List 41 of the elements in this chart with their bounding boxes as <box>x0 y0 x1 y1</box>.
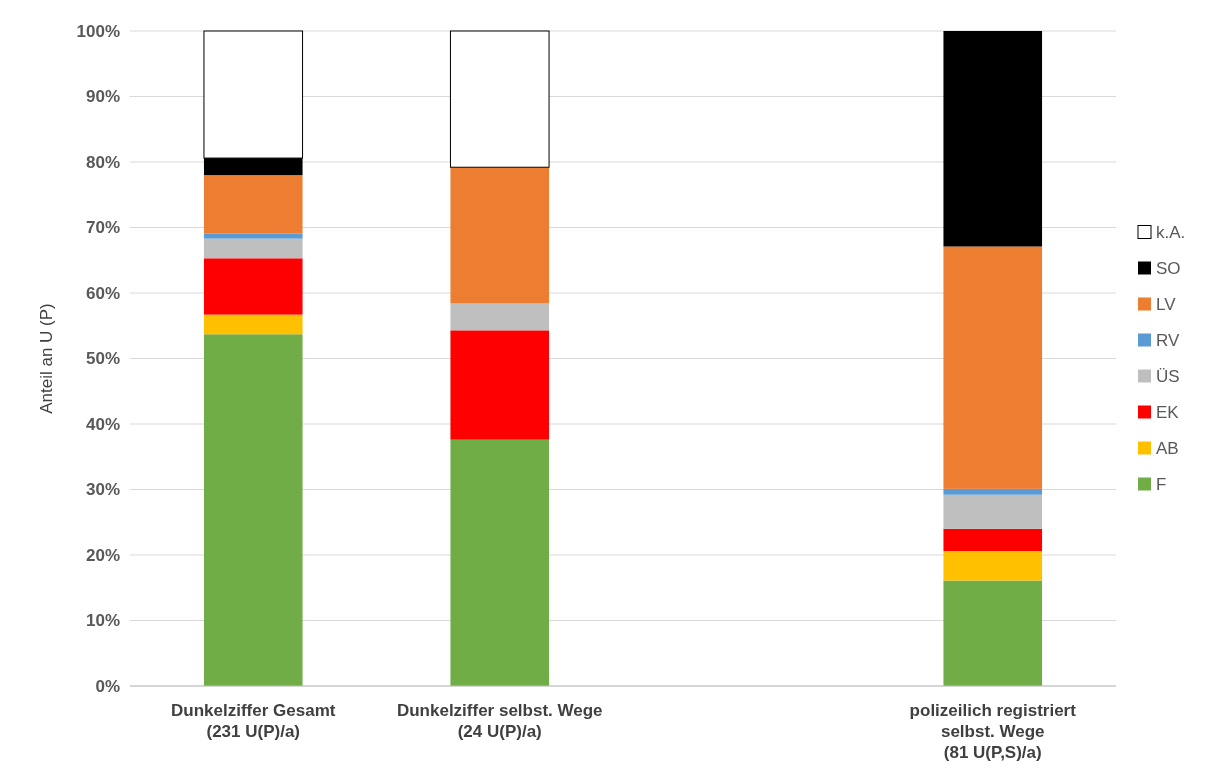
legend-label: k.A. <box>1156 223 1186 243</box>
bar <box>203 233 303 239</box>
legend-label: F <box>1156 475 1167 495</box>
bar <box>450 330 550 440</box>
bar <box>943 31 1043 247</box>
bar <box>450 439 550 686</box>
bar <box>203 334 303 686</box>
legend-label: EK <box>1156 403 1180 423</box>
bar <box>943 494 1043 529</box>
legend-label: RV <box>1156 331 1180 351</box>
y-axis-title: Anteil an U (P) <box>37 303 56 414</box>
bar <box>203 314 303 335</box>
x-tick-label: polizeilich registriert selbst. Wege (81 U(P,S)/a) <box>909 701 1077 762</box>
y-tick-label: 10% <box>85 611 120 631</box>
y-tick-label: 70% <box>85 218 120 238</box>
legend-label: AB <box>1156 439 1179 459</box>
y-tick-label: 90% <box>85 87 120 107</box>
legend-label: LV <box>1156 295 1177 315</box>
y-tick-label: 50% <box>85 349 120 369</box>
bar <box>943 246 1043 489</box>
y-tick-label: 0% <box>95 676 120 696</box>
y-tick-label: 20% <box>85 545 120 565</box>
y-tick-label: 40% <box>85 414 120 434</box>
bar <box>943 580 1043 686</box>
bar <box>449 30 550 168</box>
bar <box>943 528 1043 552</box>
bar <box>203 238 303 259</box>
y-tick-label: 60% <box>85 283 120 303</box>
legend-label: SO <box>1156 259 1181 279</box>
legend-label: ÜS <box>1156 367 1180 387</box>
bar <box>450 167 550 304</box>
x-tick-label: Dunkelziffer selbst. Wege (24 U(P)/a) <box>396 701 603 741</box>
y-tick-label: 30% <box>85 480 120 500</box>
bar <box>203 258 303 315</box>
x-tick-label: Dunkelziffer Gesamt (231 U(P)/a) <box>171 701 336 741</box>
bar <box>943 551 1043 581</box>
y-tick-label: 80% <box>85 152 120 172</box>
bar <box>203 175 303 234</box>
y-tick-label: 100% <box>76 21 120 41</box>
bar <box>450 303 550 331</box>
bar <box>943 488 1043 495</box>
